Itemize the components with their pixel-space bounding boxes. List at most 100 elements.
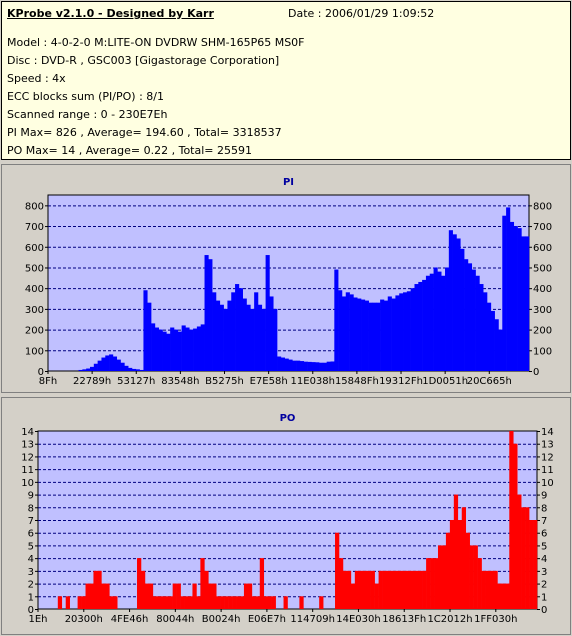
- pi-bar: [361, 299, 366, 371]
- po-chart-title: PO: [280, 413, 296, 424]
- po-bar: [366, 570, 371, 609]
- pi-bar: [445, 267, 450, 371]
- po-bar: [342, 570, 348, 609]
- ecc-info: ECC blocks sum (PI/PO) : 8/1: [7, 90, 164, 103]
- po-bar: [283, 596, 288, 609]
- po-bar: [204, 570, 209, 609]
- pi-bar: [315, 362, 320, 371]
- pi-bar: [166, 333, 171, 371]
- po-y-tick-label: 2: [28, 580, 34, 591]
- po-bar: [529, 520, 534, 609]
- po-bar: [89, 583, 94, 609]
- po-bar: [263, 596, 268, 609]
- po-bar: [188, 596, 193, 609]
- po-bar: [220, 596, 225, 609]
- pi-x-tick-label: 53127h: [117, 376, 155, 387]
- pi-y-tick-label: 500: [25, 263, 44, 274]
- pi-bar: [487, 302, 492, 371]
- pi-bar: [513, 226, 518, 371]
- pi-bar: [425, 275, 431, 371]
- pi-y-tick-label-right: 200: [533, 326, 552, 337]
- po-bar: [113, 596, 118, 609]
- po-bar: [228, 596, 233, 609]
- po-bar: [137, 558, 142, 609]
- po-bar: [374, 583, 379, 609]
- pi-bar: [177, 331, 182, 371]
- po-bar: [200, 558, 205, 609]
- pi-bar: [257, 304, 263, 371]
- pi-bar: [82, 369, 87, 371]
- po-bar: [196, 596, 201, 609]
- pi-bar: [391, 298, 396, 371]
- pi-bar: [380, 299, 385, 371]
- po-y-tick-label-right: 10: [541, 478, 554, 489]
- po-y-tick-label-right: 11: [541, 465, 554, 476]
- pi-y-tick-label-right: 0: [533, 367, 539, 378]
- pi-bar: [277, 356, 282, 371]
- po-bar: [208, 583, 213, 609]
- po-bar: [517, 494, 522, 609]
- pi-bar: [151, 323, 156, 371]
- pi-bar: [261, 308, 266, 371]
- pi-bar: [422, 279, 427, 371]
- po-bar: [152, 596, 158, 609]
- po-bar: [410, 570, 415, 609]
- po-bar: [437, 545, 443, 609]
- po-y-tick-label: 6: [28, 529, 34, 540]
- po-x-tick-label: 18613Fh: [382, 614, 426, 625]
- po-bar: [57, 596, 63, 609]
- po-y-tick-label: 1: [28, 592, 34, 603]
- pi-bar: [467, 263, 473, 371]
- po-bar: [406, 570, 411, 609]
- pi-bar: [498, 329, 503, 371]
- po-y-tick-label-right: 13: [541, 440, 554, 451]
- po-bar: [192, 583, 197, 609]
- po-bar: [521, 507, 526, 609]
- pi-bar: [383, 300, 389, 371]
- pi-y-tick-label-right: 700: [533, 222, 552, 233]
- po-bar: [481, 570, 486, 609]
- pi-bar: [120, 362, 125, 371]
- po-bar: [434, 558, 439, 609]
- pi-bar: [219, 304, 224, 371]
- pi-bar: [395, 295, 400, 371]
- pi-bar: [349, 294, 354, 371]
- po-bar: [398, 570, 403, 609]
- po-x-tick-label: 14E030h: [336, 614, 380, 625]
- pi-bar: [414, 284, 419, 371]
- po-bar: [168, 596, 173, 609]
- po-x-tick-label: 80044h: [156, 614, 194, 625]
- pi-bar: [147, 302, 152, 371]
- pi-bar: [288, 359, 293, 371]
- pi-bar: [307, 361, 312, 371]
- pi-bar: [109, 354, 114, 371]
- po-x-tick-label: B0024h: [202, 614, 241, 625]
- po-bar: [247, 583, 253, 609]
- po-bar: [402, 570, 407, 609]
- pi-y-tick-label: 400: [25, 284, 44, 295]
- po-bar: [525, 507, 530, 609]
- po-bar: [77, 596, 82, 609]
- drive-model: Model : 4-0-2-0 M:LITE-ON DVDRW SHM-165P…: [7, 36, 305, 49]
- pi-bar: [299, 361, 305, 371]
- pi-bar: [296, 360, 301, 371]
- pi-bar: [410, 288, 415, 371]
- po-bar: [430, 558, 435, 609]
- pi-bar: [364, 300, 369, 371]
- pi-bar: [105, 355, 110, 371]
- po-bar: [449, 520, 455, 609]
- pi-bar: [250, 308, 255, 371]
- pi-bar: [173, 329, 179, 371]
- po-bar: [251, 596, 257, 609]
- pi-bar: [139, 369, 144, 371]
- pi-bar: [437, 271, 442, 371]
- po-y-tick-label: 13: [21, 440, 34, 451]
- po-bar: [445, 532, 451, 609]
- pi-x-tick-label: 83548h: [161, 376, 199, 387]
- po-x-tick-label: 114709h: [290, 614, 335, 625]
- pi-bar: [376, 302, 381, 371]
- po-bar: [156, 596, 162, 609]
- po-x-tick-label: 1C2012h: [427, 614, 472, 625]
- pi-x-tick-label: 15848Fh: [335, 376, 379, 387]
- pi-bar: [338, 290, 343, 371]
